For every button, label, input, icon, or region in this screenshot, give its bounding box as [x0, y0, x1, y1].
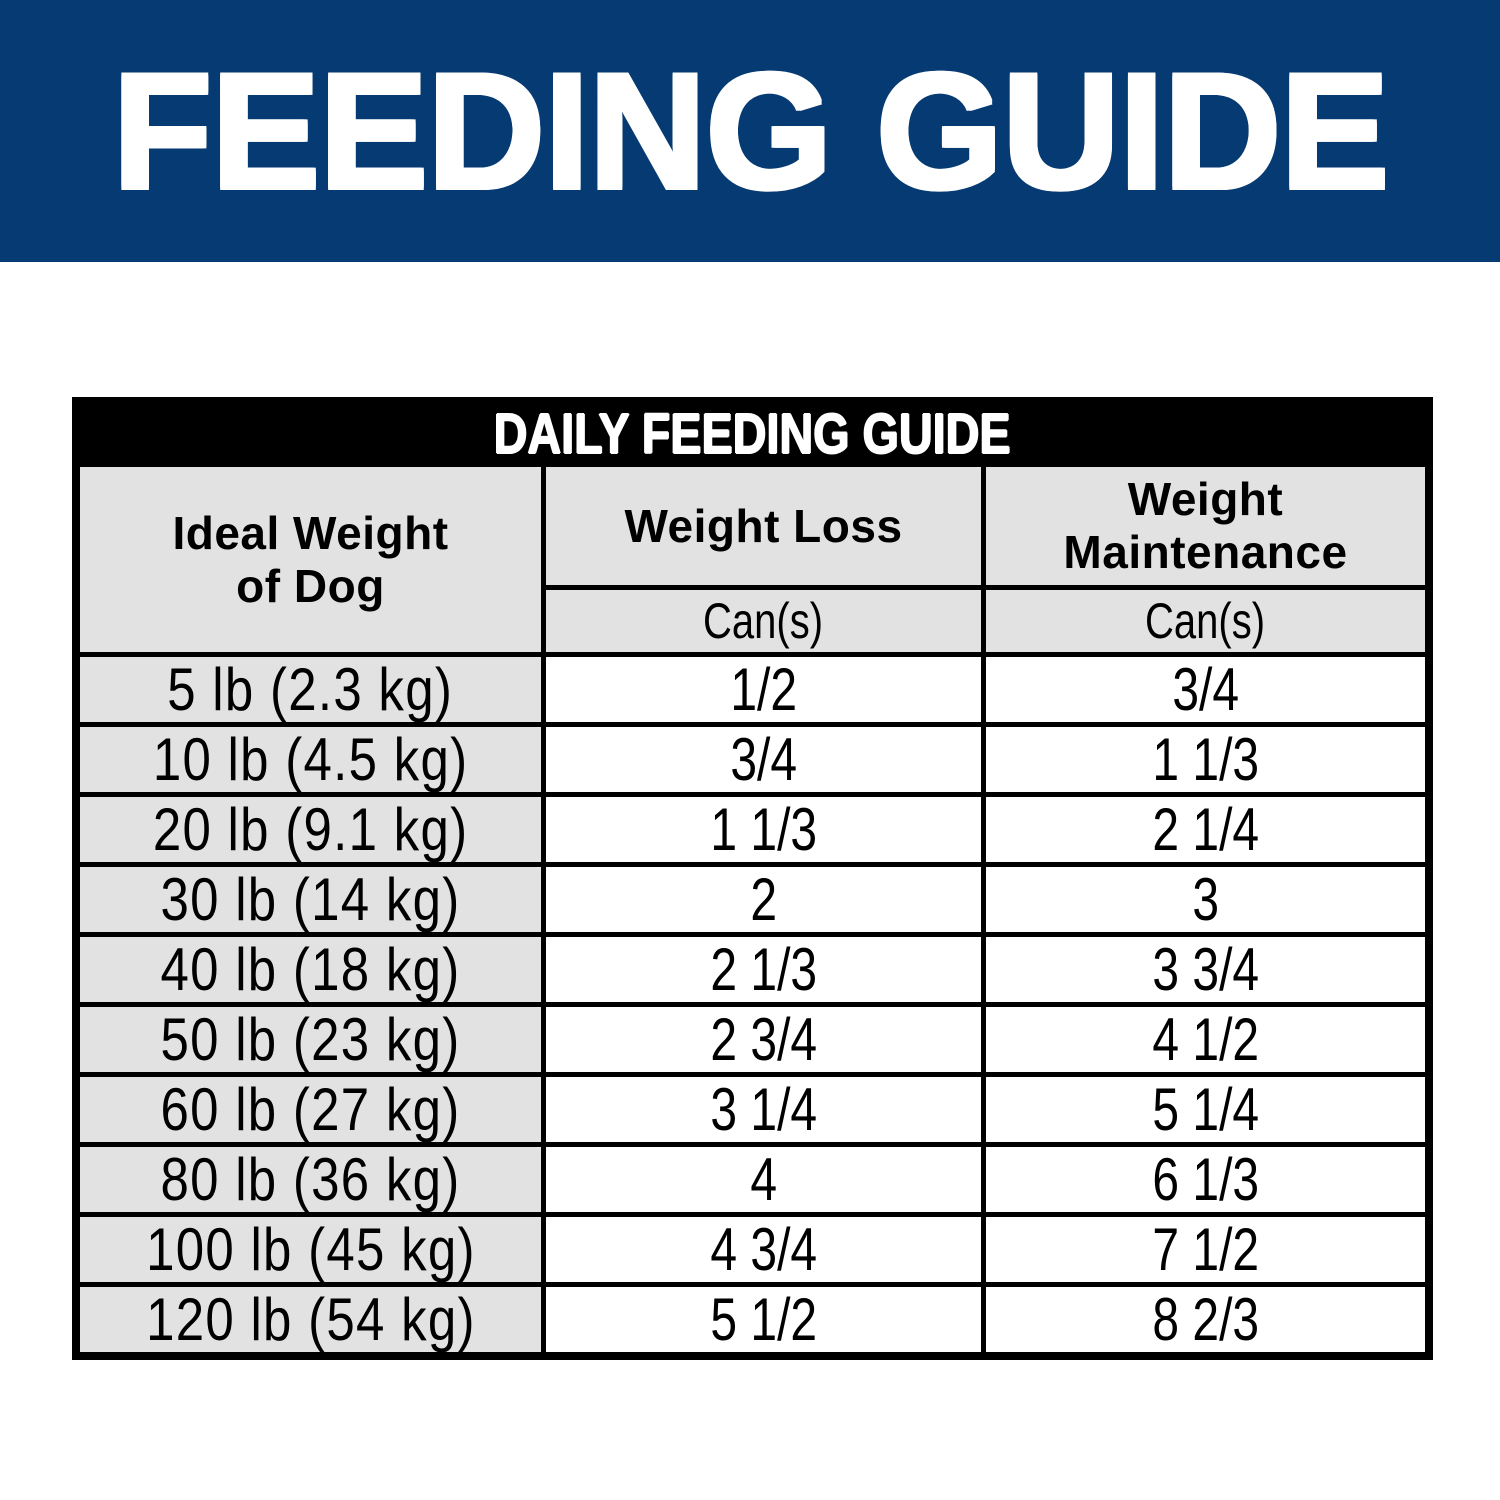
row-maintenance-value: 6 1/3: [986, 1147, 1425, 1212]
table-caption-label: DAILY FEEDING GUIDE: [494, 405, 1011, 462]
row-maintenance-value: 2 1/4: [986, 797, 1425, 862]
row-loss-value: 4 3/4: [546, 1217, 981, 1282]
table-caption: DAILY FEEDING GUIDE: [80, 405, 1425, 462]
row-weight-label: 5 lb (2.3 kg): [80, 657, 541, 722]
row-maintenance-value: 1 1/3: [986, 727, 1425, 792]
row-weight-label: 10 lb (4.5 kg): [80, 727, 541, 792]
row-weight-label: 100 lb (45 kg): [80, 1217, 541, 1282]
row-loss-value: 1 1/3: [546, 797, 981, 862]
column-header-ideal-weight: Ideal Weight of Dog: [80, 467, 541, 652]
subheader-loss-unit: Can(s): [546, 590, 981, 652]
row-loss-value: 3 1/4: [546, 1077, 981, 1142]
row-weight-label: 50 lb (23 kg): [80, 1007, 541, 1072]
row-loss-value: 2: [546, 867, 981, 932]
row-maintenance-value: 3: [986, 867, 1425, 932]
row-maintenance-value: 3 3/4: [986, 937, 1425, 1002]
row-maintenance-value: 3/4: [986, 657, 1425, 722]
row-loss-value: 3/4: [546, 727, 981, 792]
row-loss-value: 2 1/3: [546, 937, 981, 1002]
column-header-weight-loss: Weight Loss: [546, 467, 981, 585]
row-weight-label: 60 lb (27 kg): [80, 1077, 541, 1142]
page-title: FEEDING GUIDE: [112, 38, 1389, 223]
row-weight-label: 40 lb (18 kg): [80, 937, 541, 1002]
subheader-maintenance-unit: Can(s): [986, 590, 1425, 652]
row-maintenance-value: 7 1/2: [986, 1217, 1425, 1282]
row-loss-value: 5 1/2: [546, 1287, 981, 1352]
row-weight-label: 120 lb (54 kg): [80, 1287, 541, 1352]
row-weight-label: 20 lb (9.1 kg): [80, 797, 541, 862]
row-maintenance-value: 4 1/2: [986, 1007, 1425, 1072]
row-loss-value: 2 3/4: [546, 1007, 981, 1072]
daily-feeding-guide-table: DAILY FEEDING GUIDE Ideal Weight of Dog …: [72, 397, 1433, 1360]
row-weight-label: 30 lb (14 kg): [80, 867, 541, 932]
column-header-weight-maintenance: Weight Maintenance: [986, 467, 1425, 585]
row-loss-value: 4: [546, 1147, 981, 1212]
feeding-guide-banner: FEEDING GUIDE: [0, 0, 1500, 262]
row-maintenance-value: 8 2/3: [986, 1287, 1425, 1352]
row-maintenance-value: 5 1/4: [986, 1077, 1425, 1142]
row-weight-label: 80 lb (36 kg): [80, 1147, 541, 1212]
row-loss-value: 1/2: [546, 657, 981, 722]
